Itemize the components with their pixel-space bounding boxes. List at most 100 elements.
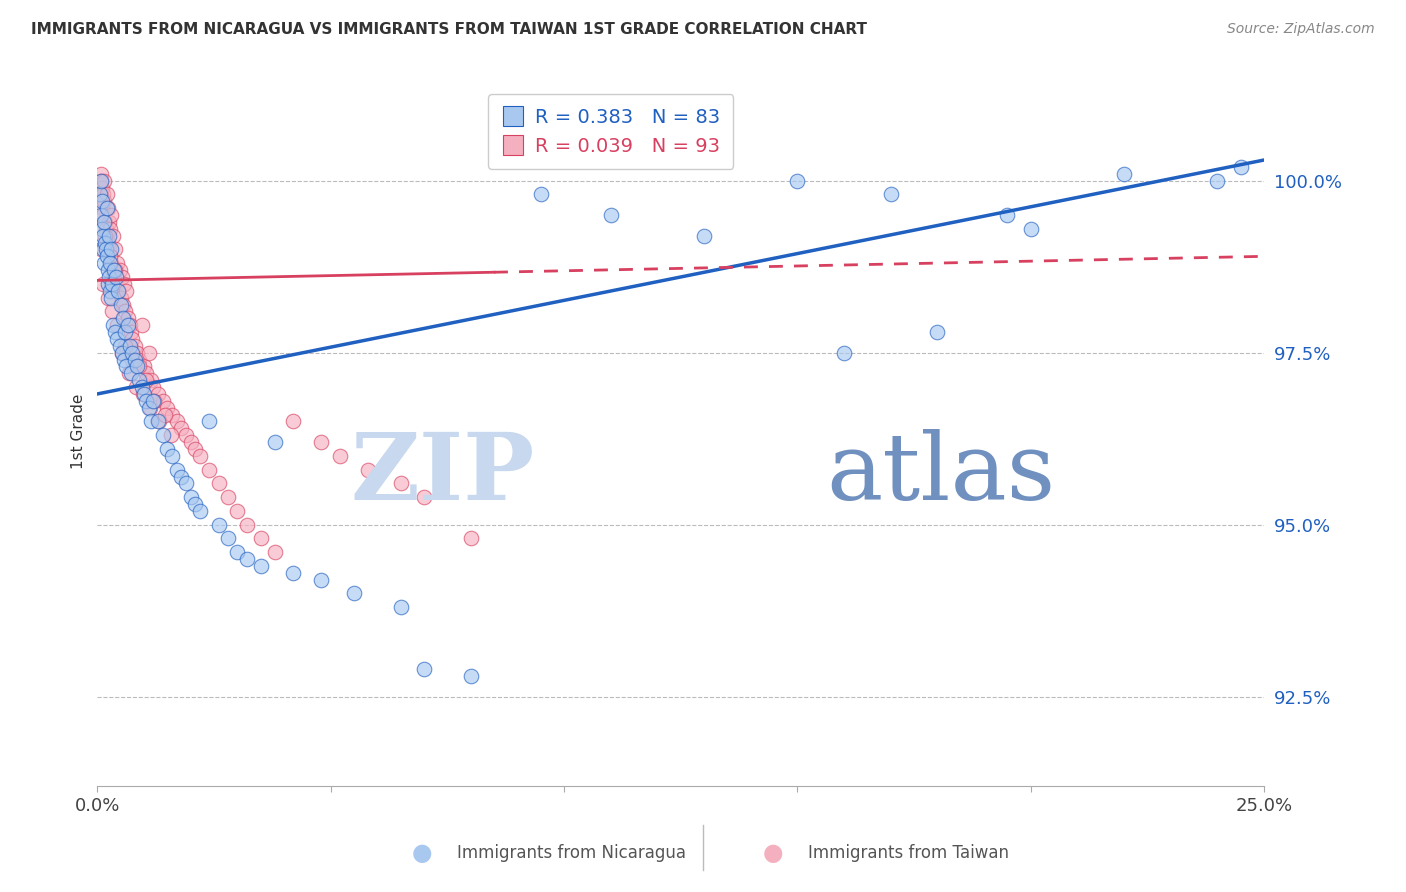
Point (98, 249, 121, 263)
Point (96, 249, 118, 263)
Point (107, 284, 129, 298)
Point (100, 256, 122, 270)
Point (235, 552, 257, 566)
Point (142, 380, 165, 394)
Point (100, 291, 122, 305)
Point (160, 408, 183, 422)
Point (117, 318, 139, 333)
Text: Immigrants from Taiwan: Immigrants from Taiwan (808, 844, 1010, 862)
Point (283, 566, 305, 580)
Point (101, 263, 124, 277)
Point (343, 586, 366, 600)
Point (166, 415, 188, 429)
Point (105, 270, 128, 285)
Point (114, 339, 136, 353)
Point (98, 215, 121, 229)
Point (143, 393, 166, 408)
Point (389, 600, 412, 615)
Point (94, 215, 117, 229)
Point (166, 462, 188, 476)
Point (160, 449, 183, 463)
Point (118, 318, 141, 333)
Point (103, 263, 125, 277)
Text: ●: ● (412, 841, 432, 864)
Point (100, 243, 122, 257)
Point (114, 325, 136, 339)
Point (96, 228, 118, 243)
Point (110, 345, 132, 359)
Point (91, 201, 114, 215)
Point (235, 517, 257, 532)
Point (131, 318, 153, 333)
Point (184, 442, 207, 456)
Point (142, 393, 165, 408)
Text: Immigrants from Nicaragua: Immigrants from Nicaragua (457, 844, 686, 862)
Point (188, 504, 211, 518)
Legend: R = 0.383   N = 83, R = 0.039   N = 93: R = 0.383 N = 83, R = 0.039 N = 93 (488, 95, 734, 169)
Point (599, 208, 621, 222)
Point (138, 345, 160, 359)
Point (693, 228, 716, 243)
Point (104, 325, 127, 339)
Point (101, 228, 124, 243)
Point (135, 393, 157, 408)
Point (156, 442, 179, 456)
Point (110, 291, 132, 305)
Point (112, 277, 135, 291)
Point (108, 263, 131, 277)
Point (120, 367, 142, 381)
Point (101, 304, 124, 318)
Point (93, 215, 115, 229)
Point (117, 311, 139, 326)
Point (226, 545, 249, 559)
Point (1019, 222, 1042, 236)
Point (118, 339, 141, 353)
Point (357, 462, 380, 476)
Point (180, 490, 202, 504)
Point (152, 393, 174, 408)
Point (90, 174, 112, 188)
Point (311, 573, 333, 587)
Point (100, 256, 122, 270)
Point (121, 352, 143, 367)
Point (90, 174, 112, 188)
Point (104, 263, 127, 277)
Point (125, 380, 148, 394)
Point (146, 415, 169, 429)
Point (98, 228, 121, 243)
Point (94, 235, 117, 250)
Point (413, 662, 436, 676)
Point (94, 243, 117, 257)
Point (530, 187, 553, 202)
Point (105, 277, 128, 291)
Point (98, 243, 121, 257)
Text: atlas: atlas (827, 429, 1056, 519)
Point (198, 415, 221, 429)
Point (263, 435, 285, 450)
Point (128, 373, 150, 387)
Point (105, 332, 128, 346)
Point (208, 517, 231, 532)
Point (103, 270, 125, 285)
Point (1206, 174, 1229, 188)
Point (188, 449, 211, 463)
Point (97, 263, 120, 277)
Point (104, 243, 127, 257)
Point (389, 476, 412, 491)
Point (110, 270, 132, 285)
Point (170, 421, 193, 435)
Point (170, 469, 193, 483)
Point (927, 325, 949, 339)
Point (89, 187, 111, 202)
Point (139, 415, 162, 429)
Point (786, 174, 808, 188)
Point (460, 669, 482, 683)
Point (97, 201, 120, 215)
Point (115, 359, 138, 374)
Point (180, 435, 202, 450)
Text: ●: ● (763, 841, 783, 864)
Point (110, 345, 132, 359)
Point (184, 497, 207, 511)
Point (97, 235, 120, 250)
Point (413, 490, 436, 504)
